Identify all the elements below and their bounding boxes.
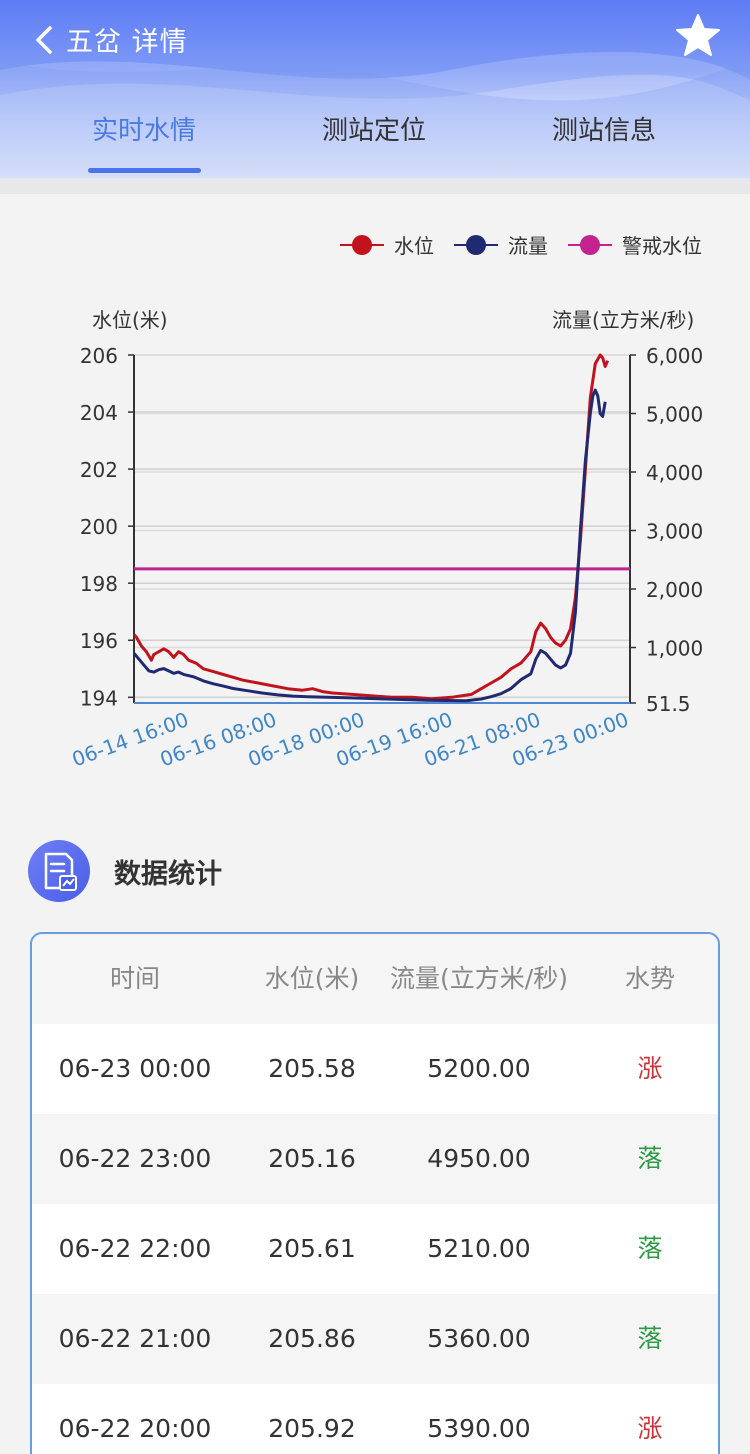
header: 五岔 详情 实时水情 测站定位 测站信息 — [0, 0, 750, 178]
y-left-axis-title: 水位(米) — [92, 308, 168, 332]
cell-time: 06-22 20:00 — [58, 1414, 212, 1443]
y-left-tick-label: 196 — [80, 629, 118, 653]
legend-label-water-level: 水位 — [394, 234, 434, 258]
flow-series-line — [132, 388, 607, 703]
cell-flow: 5210.00 — [427, 1234, 531, 1263]
cell-trend: 落 — [637, 1234, 663, 1263]
chevron-left-icon — [36, 26, 52, 54]
legend-label-warning-level: 警戒水位 — [622, 234, 702, 258]
cell-level: 205.58 — [268, 1054, 356, 1083]
legend-marker-warning-level — [568, 234, 612, 256]
tab-active-indicator — [88, 168, 201, 173]
y-left-tick-label: 202 — [80, 458, 118, 482]
stats-header: 数据统计 — [0, 838, 750, 904]
table-header-row: 时间 水位(米) 流量(立方米/秒) 水势 — [32, 934, 718, 1024]
stats-table: 时间 水位(米) 流量(立方米/秒) 水势 06-23 00:00 205.58… — [30, 932, 720, 1454]
tab-station-location[interactable]: 测站定位 — [321, 116, 426, 146]
y-right-tick-label: 51.5 — [646, 692, 691, 716]
legend-label-flow: 流量 — [508, 234, 548, 258]
stats-title: 数据统计 — [114, 859, 222, 890]
tab-bar: 实时水情 测站定位 测站信息 — [0, 100, 750, 178]
legend-item-warning-level[interactable]: 警戒水位 — [568, 230, 702, 259]
header-wave-decoration — [0, 51, 750, 178]
cell-flow: 5360.00 — [427, 1324, 531, 1353]
tab-realtime-water[interactable]: 实时水情 — [91, 116, 196, 146]
column-header-flow: 流量(立方米/秒) — [390, 964, 568, 993]
table-row[interactable]: 06-22 21:00 205.86 5360.00 落 — [32, 1294, 718, 1384]
table-row[interactable]: 06-22 23:00 205.16 4950.00 落 — [32, 1114, 718, 1204]
y-right-tick-label: 2,000 — [646, 578, 703, 602]
water-chart: 水位 流量 警戒水位 水位(米) 流量(立方米/秒) 206 204 202 200 1… — [0, 194, 750, 794]
tab-station-info[interactable]: 测站信息 — [551, 116, 656, 146]
legend-item-flow[interactable]: 流量 — [454, 230, 548, 259]
column-header-trend: 水势 — [624, 964, 675, 993]
section-divider — [0, 178, 750, 194]
legend-marker-flow — [454, 234, 498, 256]
cell-trend: 落 — [637, 1144, 663, 1173]
star-icon — [676, 14, 720, 56]
legend-item-water-level[interactable]: 水位 — [340, 230, 434, 259]
cell-trend: 涨 — [637, 1054, 663, 1083]
y-right-tick-label: 6,000 — [646, 344, 703, 368]
table-row[interactable]: 06-22 22:00 205.61 5210.00 落 — [32, 1204, 718, 1294]
cell-level: 205.61 — [268, 1234, 356, 1263]
y-left-tick-label: 194 — [80, 686, 118, 710]
stats-icon — [28, 840, 90, 902]
cell-level: 205.92 — [268, 1414, 356, 1443]
y-right-tick-label: 5,000 — [646, 403, 703, 427]
table-row[interactable]: 06-22 20:00 205.92 5390.00 涨 — [32, 1384, 718, 1454]
cell-time: 06-22 21:00 — [58, 1324, 212, 1353]
chart-plot: 206 204 202 200 198 196 194 6,000 5,000 4,000 3,00… — [69, 344, 704, 771]
page-title: 五岔 详情 — [66, 27, 188, 58]
y-right-tick-label: 4,000 — [646, 461, 703, 485]
cell-flow: 4950.00 — [427, 1144, 531, 1173]
cell-level: 205.86 — [268, 1324, 356, 1353]
cell-trend: 落 — [637, 1324, 663, 1353]
cell-flow: 5200.00 — [427, 1054, 531, 1083]
cell-time: 06-22 23:00 — [58, 1144, 212, 1173]
water-level-series-line — [132, 353, 610, 701]
y-right-tick-label: 3,000 — [646, 520, 703, 544]
report-chart-icon — [44, 852, 77, 891]
column-header-level: 水位(米) — [264, 964, 360, 993]
y-left-tick-label: 200 — [80, 515, 118, 539]
y-left-tick-label: 206 — [80, 344, 118, 368]
cell-trend: 涨 — [637, 1414, 663, 1443]
cell-time: 06-22 22:00 — [58, 1234, 212, 1263]
cell-time: 06-23 00:00 — [58, 1054, 212, 1083]
cell-level: 205.16 — [268, 1144, 356, 1173]
cell-flow: 5390.00 — [427, 1414, 531, 1443]
legend-marker-water-level — [340, 234, 384, 256]
y-left-tick-label: 204 — [80, 401, 118, 425]
back-button[interactable] — [30, 22, 64, 58]
chart-legend: 水位 流量 警戒水位 — [340, 230, 702, 259]
table-row[interactable]: 06-23 00:00 205.58 5200.00 涨 — [32, 1024, 718, 1114]
column-header-time: 时间 — [109, 964, 160, 993]
y-right-axis-title: 流量(立方米/秒) — [552, 308, 695, 332]
y-right-tick-label: 1,000 — [646, 637, 703, 661]
y-left-tick-label: 198 — [80, 572, 118, 596]
favorite-button[interactable] — [675, 13, 721, 57]
